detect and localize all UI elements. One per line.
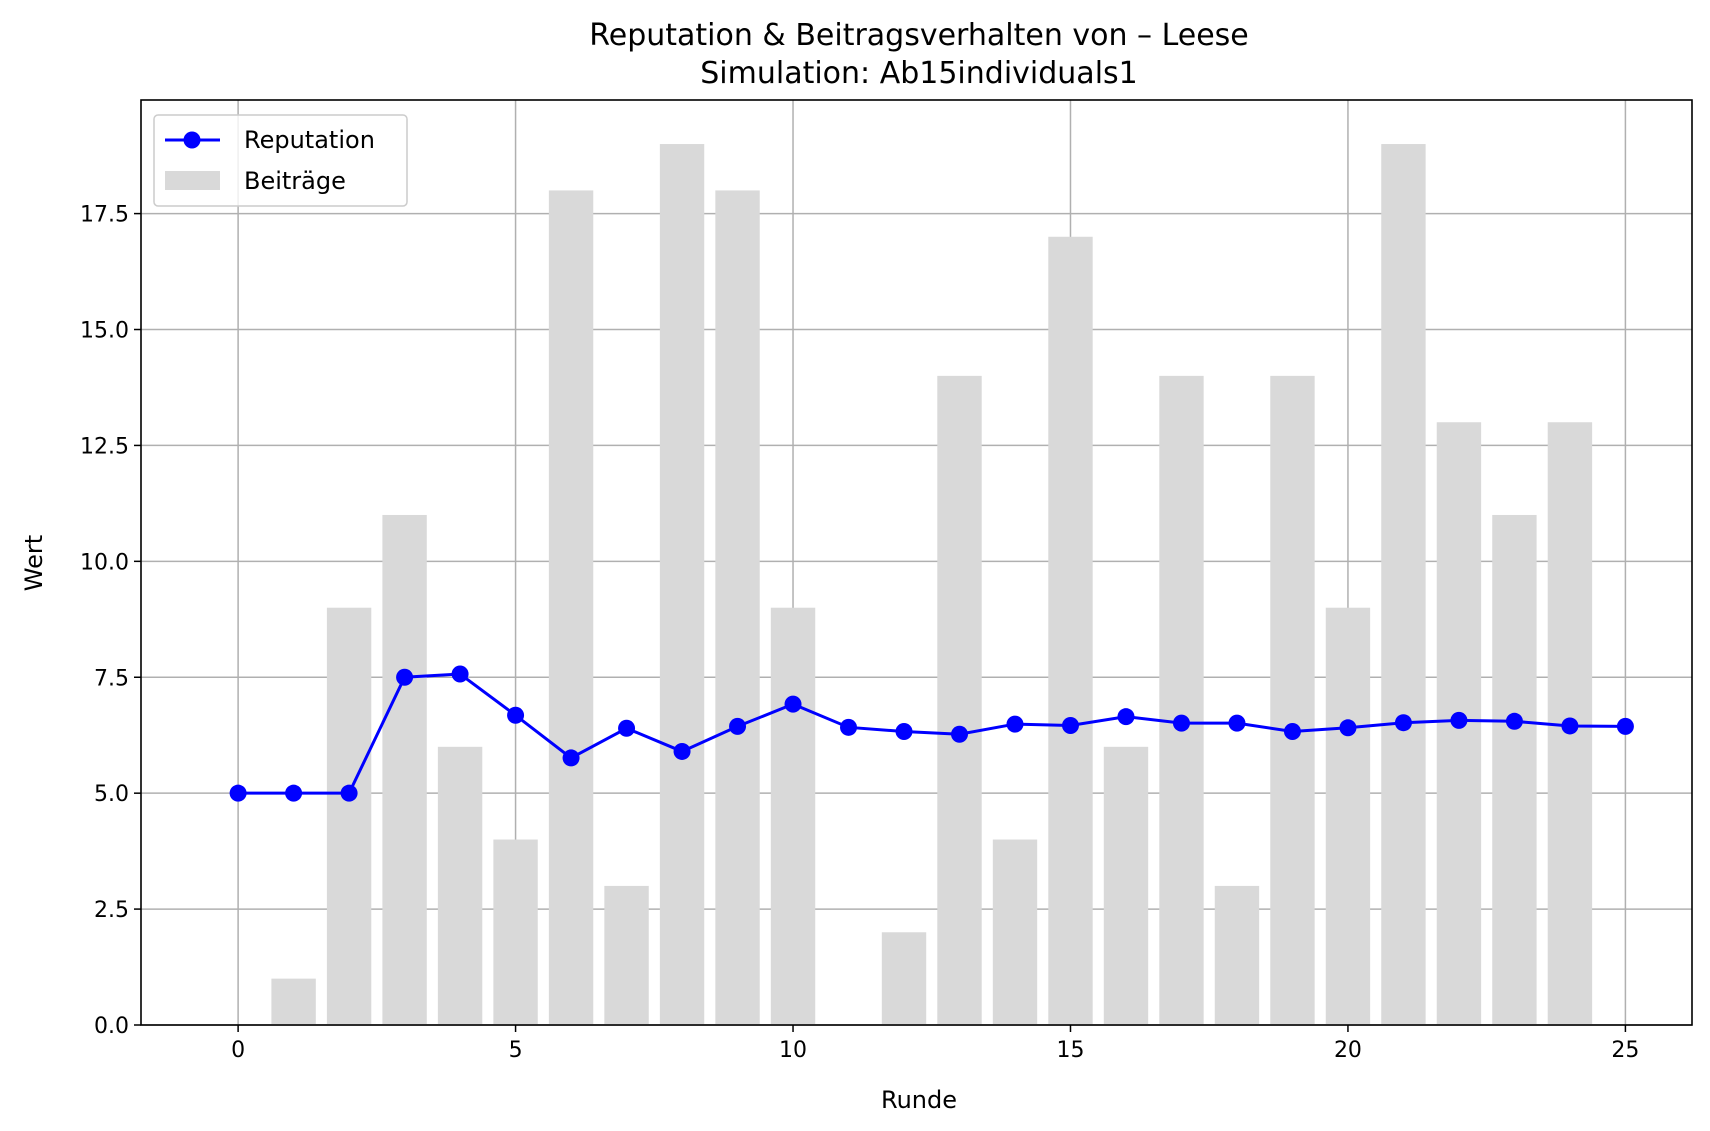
y-tick-label: 0.0 <box>94 1014 129 1039</box>
bar <box>271 978 316 1025</box>
bar <box>992 839 1038 1025</box>
y-tick-label: 7.5 <box>94 666 129 691</box>
bar <box>1492 514 1537 1025</box>
data-point <box>396 668 414 686</box>
x-tick-label: 20 <box>1334 1038 1362 1063</box>
bar <box>1381 144 1426 1026</box>
y-axis-ticks: 0.0 2.5 5.0 7.5 10.0 12.5 15.0 17.5 <box>80 203 141 1039</box>
x-tick-label: 10 <box>779 1038 807 1063</box>
data-point <box>562 749 580 767</box>
bar <box>1103 746 1149 1025</box>
data-point <box>784 695 802 713</box>
x-tick-label: 5 <box>509 1038 523 1063</box>
data-point <box>229 784 247 802</box>
data-point <box>1006 715 1024 733</box>
x-axis-label: Runde <box>881 1086 957 1114</box>
x-axis-ticks: 0 5 10 15 20 25 <box>231 1025 1639 1063</box>
data-point <box>729 717 747 735</box>
bar <box>604 885 649 1025</box>
data-point <box>507 706 525 724</box>
data-point <box>1561 717 1579 735</box>
data-point <box>1505 712 1523 730</box>
line-series <box>229 665 1634 802</box>
legend-bar-swatch <box>165 171 220 190</box>
axes-frame <box>140 99 1693 1026</box>
x-tick-label: 25 <box>1611 1038 1639 1063</box>
y-tick-label: 2.5 <box>94 898 129 923</box>
data-point <box>285 784 303 802</box>
data-point <box>1117 708 1135 726</box>
data-point <box>1394 714 1412 732</box>
x-tick-label: 15 <box>1056 1038 1084 1063</box>
y-tick-label: 5.0 <box>94 782 129 807</box>
bar <box>937 375 982 1025</box>
bar <box>1159 375 1204 1025</box>
bar <box>659 144 705 1026</box>
data-point <box>618 719 636 737</box>
data-point <box>451 665 469 683</box>
bar <box>881 932 927 1025</box>
data-point <box>1339 719 1357 737</box>
legend-marker-swatch <box>183 131 201 149</box>
data-point <box>673 742 691 760</box>
bar <box>437 746 483 1025</box>
data-point <box>1172 714 1190 732</box>
bar <box>1325 607 1371 1025</box>
y-tick-label: 10.0 <box>80 550 129 575</box>
bar <box>548 190 594 1026</box>
y-tick-label: 17.5 <box>80 203 129 228</box>
bar <box>326 607 372 1025</box>
chart-subtitle: Simulation: Ab15individuals1 <box>700 56 1138 91</box>
reputation-line <box>238 672 1626 795</box>
data-point <box>1450 711 1468 729</box>
bar <box>1270 375 1315 1025</box>
data-point <box>1283 723 1301 741</box>
data-point <box>840 718 858 736</box>
y-axis-label: Wert <box>20 535 48 591</box>
chart-title: Reputation & Beitragsverhalten von – Lee… <box>589 18 1249 53</box>
bar <box>1048 236 1093 1026</box>
legend-label-beitraege: Beiträge <box>244 167 346 195</box>
y-tick-label: 12.5 <box>80 434 129 459</box>
bar <box>382 514 427 1025</box>
x-tick-label: 0 <box>231 1038 245 1063</box>
data-point <box>340 784 358 802</box>
data-point <box>1228 714 1246 732</box>
bar <box>1214 885 1260 1025</box>
legend: Reputation Beiträge <box>153 114 408 207</box>
data-point <box>1616 717 1634 735</box>
bar <box>493 839 538 1025</box>
y-tick-label: 15.0 <box>80 319 129 344</box>
data-point <box>1061 716 1079 734</box>
data-point <box>951 725 969 743</box>
axes <box>140 99 1693 1026</box>
data-point <box>895 723 913 741</box>
bar <box>770 607 816 1025</box>
legend-label-reputation: Reputation <box>244 126 375 154</box>
bar <box>715 190 760 1026</box>
